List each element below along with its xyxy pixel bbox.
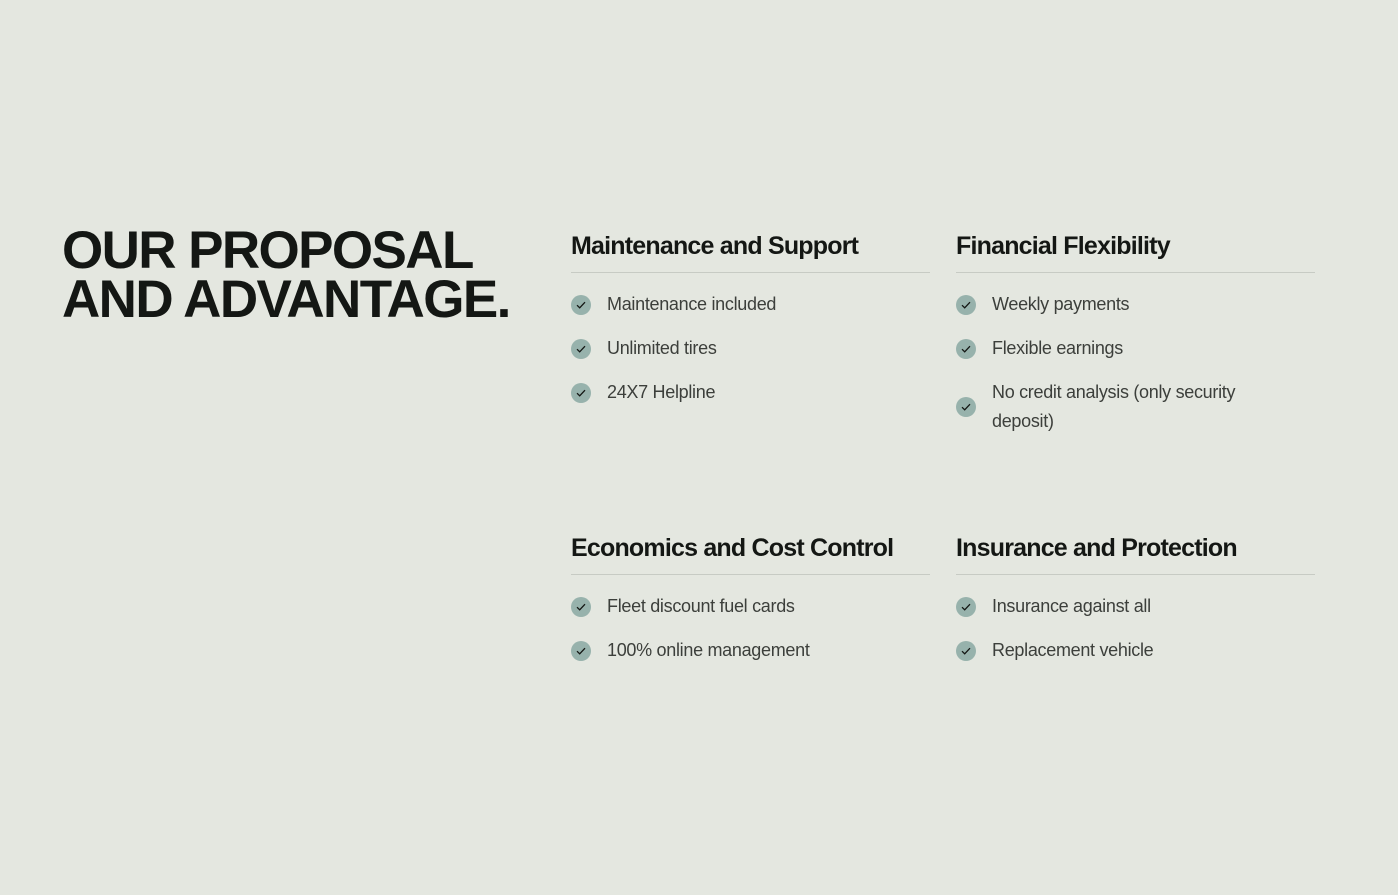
headline-line-2: AND ADVANTAGE.: [62, 270, 511, 329]
card-maintenance-support: Maintenance and Support Maintenance incl…: [571, 231, 930, 422]
benefit-item: 24X7 Helpline: [571, 378, 930, 407]
benefit-item: Unlimited tires: [571, 334, 930, 363]
check-circle-icon: [571, 640, 591, 661]
check-circle-icon: [956, 338, 976, 359]
benefit-label: Replacement vehicle: [992, 640, 1154, 660]
card-economics-cost-control: Economics and Cost Control Fleet discoun…: [571, 533, 930, 680]
benefit-item: Replacement vehicle: [956, 636, 1315, 665]
check-circle-icon: [571, 338, 591, 359]
check-circle-icon: [956, 640, 976, 661]
benefit-label: Fleet discount fuel cards: [607, 596, 795, 616]
benefit-label: 24X7 Helpline: [607, 382, 716, 402]
check-circle-icon: [571, 382, 591, 403]
card-financial-flexibility: Financial Flexibility Weekly payments Fl…: [956, 231, 1315, 451]
card-title: Financial Flexibility: [956, 231, 1315, 273]
headline-line-1: OUR PROPOSAL: [62, 221, 474, 280]
card-insurance-protection: Insurance and Protection Insurance again…: [956, 533, 1315, 680]
benefit-label: Flexible earnings: [992, 338, 1123, 358]
card-title: Insurance and Protection: [956, 533, 1315, 575]
benefit-list: Fleet discount fuel cards 100% online ma…: [571, 575, 930, 665]
benefit-list: Maintenance included Unlimited tires 24X…: [571, 273, 930, 407]
benefit-item: No credit analysis (only security deposi…: [956, 378, 1315, 436]
check-circle-icon: [571, 596, 591, 617]
benefit-label: Unlimited tires: [607, 338, 717, 358]
benefit-label: 100% online management: [607, 640, 810, 660]
benefit-item: Insurance against all: [956, 592, 1315, 621]
card-title: Maintenance and Support: [571, 231, 930, 273]
benefit-label: Maintenance included: [607, 294, 777, 314]
card-title: Economics and Cost Control: [571, 533, 930, 575]
benefit-label: Insurance against all: [992, 596, 1151, 616]
benefit-list: Weekly payments Flexible earnings No cre…: [956, 273, 1315, 436]
benefit-item: Weekly payments: [956, 290, 1315, 319]
check-circle-icon: [571, 294, 591, 315]
benefit-item: Flexible earnings: [956, 334, 1315, 363]
benefit-item: 100% online management: [571, 636, 930, 665]
check-circle-icon: [956, 397, 976, 417]
benefit-item: Fleet discount fuel cards: [571, 592, 930, 621]
check-circle-icon: [956, 596, 976, 617]
check-circle-icon: [956, 294, 976, 315]
benefit-label: No credit analysis (only security deposi…: [992, 382, 1236, 431]
benefit-list: Insurance against all Replacement vehicl…: [956, 575, 1315, 665]
benefit-label: Weekly payments: [992, 294, 1130, 314]
section-headline: OUR PROPOSAL AND ADVANTAGE.: [62, 221, 511, 329]
benefit-item: Maintenance included: [571, 290, 930, 319]
